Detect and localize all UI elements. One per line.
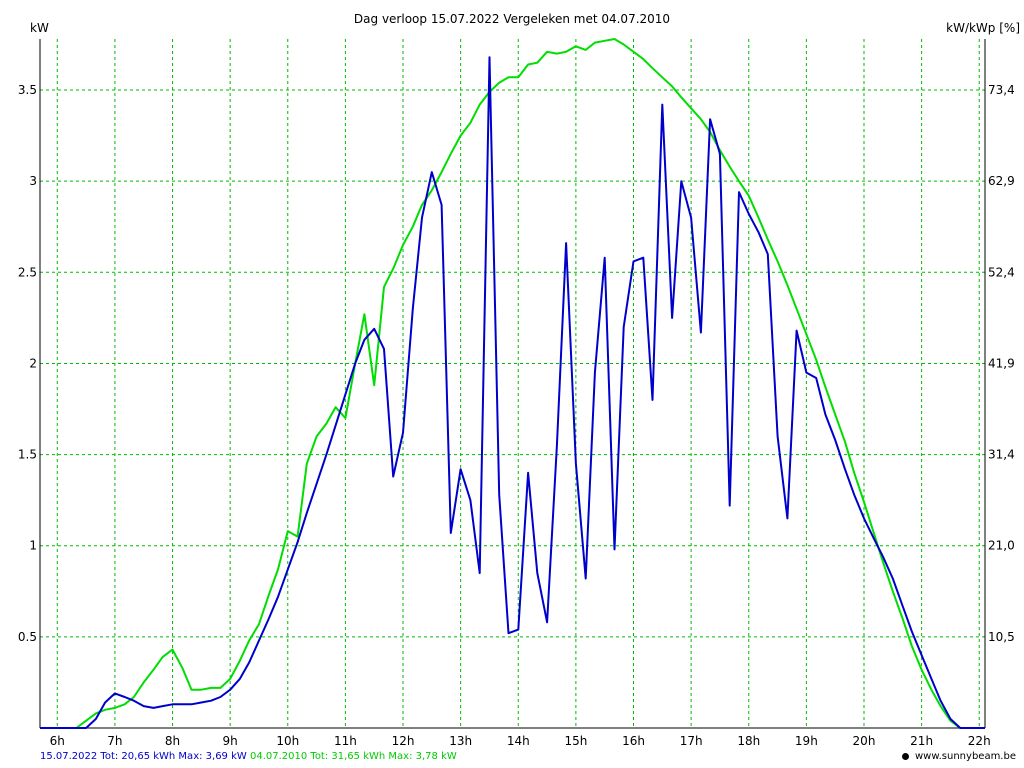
x-tick-label: 18h (737, 734, 760, 748)
grid (40, 39, 985, 728)
x-tick-label: 9h (223, 734, 238, 748)
footer-brand: www.sunnybeam.be (901, 751, 1016, 762)
footer-summary: 15.07.2022 Tot: 20,65 kWh Max: 3,69 kW 0… (40, 751, 457, 762)
y-tick-label-right: 62,9 (988, 174, 1015, 188)
y-tick-label-left: 3.5 (18, 83, 37, 97)
x-tick-label: 10h (276, 734, 299, 748)
y-tick-label-left: 0.5 (18, 630, 37, 644)
y-tick-label-right: 10,5 (988, 630, 1015, 644)
sunnybeam-logo-icon (901, 752, 909, 760)
brand-link[interactable]: www.sunnybeam.be (915, 751, 1016, 762)
y-tick-label-right: 31,4 (988, 448, 1015, 462)
x-tick-label: 19h (795, 734, 818, 748)
series-line-04-07-2010 (40, 38, 985, 729)
series-1-summary: 15.07.2022 Tot: 20,65 kWh Max: 3,69 kW (40, 751, 247, 762)
y-tick-label-right: 73,4 (988, 83, 1015, 97)
axes (39, 39, 986, 729)
y-axis-label-left: kW (30, 21, 49, 35)
x-tick-label: 16h (622, 734, 645, 748)
x-tick-label: 8h (165, 734, 180, 748)
y-tick-label-left: 1 (29, 539, 37, 553)
x-tick-label: 20h (853, 734, 876, 748)
x-tick-label: 14h (507, 734, 530, 748)
x-tick-label: 12h (392, 734, 415, 748)
y-axis-label-right: kW/kWp [%] (946, 21, 1020, 35)
series-2-summary: 04.07.2010 Tot: 31,65 kWh Max: 3,78 kW (249, 751, 457, 762)
x-tick-label: 7h (107, 734, 122, 748)
y-tick-label-right: 41,9 (988, 356, 1015, 370)
y-tick-label-left: 1.5 (18, 448, 37, 462)
y-tick-label-left: 3 (29, 174, 37, 188)
y-tick-label-left: 2.5 (18, 265, 37, 279)
chart-title: Dag verloop 15.07.2022 Vergeleken met 04… (354, 12, 670, 26)
series-line-15-07-2022 (40, 56, 985, 729)
y-tick-label-left: 2 (29, 356, 37, 370)
series-layer (40, 38, 985, 729)
x-tick-label: 22h (968, 734, 991, 748)
y-tick-label-right: 21,0 (988, 539, 1015, 553)
x-tick-label: 13h (449, 734, 472, 748)
x-tick-label: 21h (910, 734, 933, 748)
x-tick-label: 15h (564, 734, 587, 748)
tick-labels: 6h 7h 8h 9h 10h 11h 12h 13h 14h 15h 16h 17h 18h 19h 20… (18, 83, 1015, 748)
x-tick-label: 11h (334, 734, 357, 748)
y-tick-label-right: 52,4 (988, 265, 1015, 279)
x-tick-label: 6h (50, 734, 65, 748)
x-tick-label: 17h (680, 734, 703, 748)
